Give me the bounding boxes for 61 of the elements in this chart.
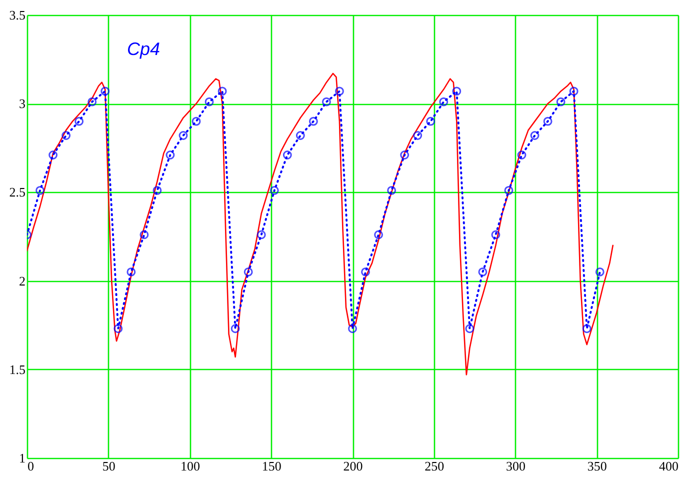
x-tick-label: 50 (102, 458, 116, 474)
point (62, 131, 71, 140)
point (270, 186, 279, 195)
point (556, 97, 566, 106)
point (140, 230, 149, 240)
point (126, 267, 136, 276)
point (595, 267, 604, 276)
y-tick-label: 3.5 (9, 8, 26, 22)
line-series (27, 72, 614, 376)
x-tick-label: 300 (506, 458, 526, 474)
point (569, 86, 578, 96)
point (361, 267, 370, 276)
point (48, 150, 58, 160)
point (218, 86, 227, 96)
point (439, 97, 448, 106)
point (166, 150, 175, 160)
y-tick-label: 2.5 (9, 184, 26, 200)
point (282, 150, 292, 160)
point (465, 324, 474, 334)
point (582, 324, 592, 334)
y-tick-label: 3 (19, 96, 26, 112)
point (88, 97, 97, 106)
text: Cp4 (127, 39, 160, 59)
y-tick-label: 2 (19, 273, 26, 288)
x-tick-label: 400 (659, 458, 678, 474)
point (491, 230, 500, 240)
point (36, 186, 44, 195)
point (426, 116, 436, 126)
point (387, 186, 396, 195)
point (530, 131, 540, 140)
point (230, 324, 240, 334)
point (192, 116, 201, 126)
point (114, 324, 123, 334)
point (517, 150, 526, 160)
x-tick-label: 100 (180, 458, 200, 474)
point (74, 116, 84, 126)
point (543, 116, 552, 126)
point (400, 150, 410, 160)
y-tick-label: 1 (19, 450, 26, 466)
x-tick-label: 250 (424, 458, 444, 474)
point (452, 86, 462, 96)
point (335, 86, 344, 96)
point (322, 97, 331, 106)
y-tick-label: 1.5 (9, 362, 26, 377)
point (413, 131, 422, 140)
point (374, 230, 383, 240)
point (504, 186, 514, 195)
x-tick-label: 200 (343, 458, 363, 474)
point (100, 86, 110, 96)
point (256, 230, 266, 240)
point (204, 97, 214, 106)
point (308, 116, 318, 126)
x-tick-label: 150 (262, 458, 282, 474)
point (296, 131, 305, 140)
point (348, 324, 357, 334)
x-tick-label: 350 (587, 458, 607, 474)
point (178, 131, 188, 140)
point (478, 267, 488, 276)
point (152, 186, 162, 195)
point (244, 267, 253, 276)
x-tick-label: 0 (28, 458, 34, 474)
